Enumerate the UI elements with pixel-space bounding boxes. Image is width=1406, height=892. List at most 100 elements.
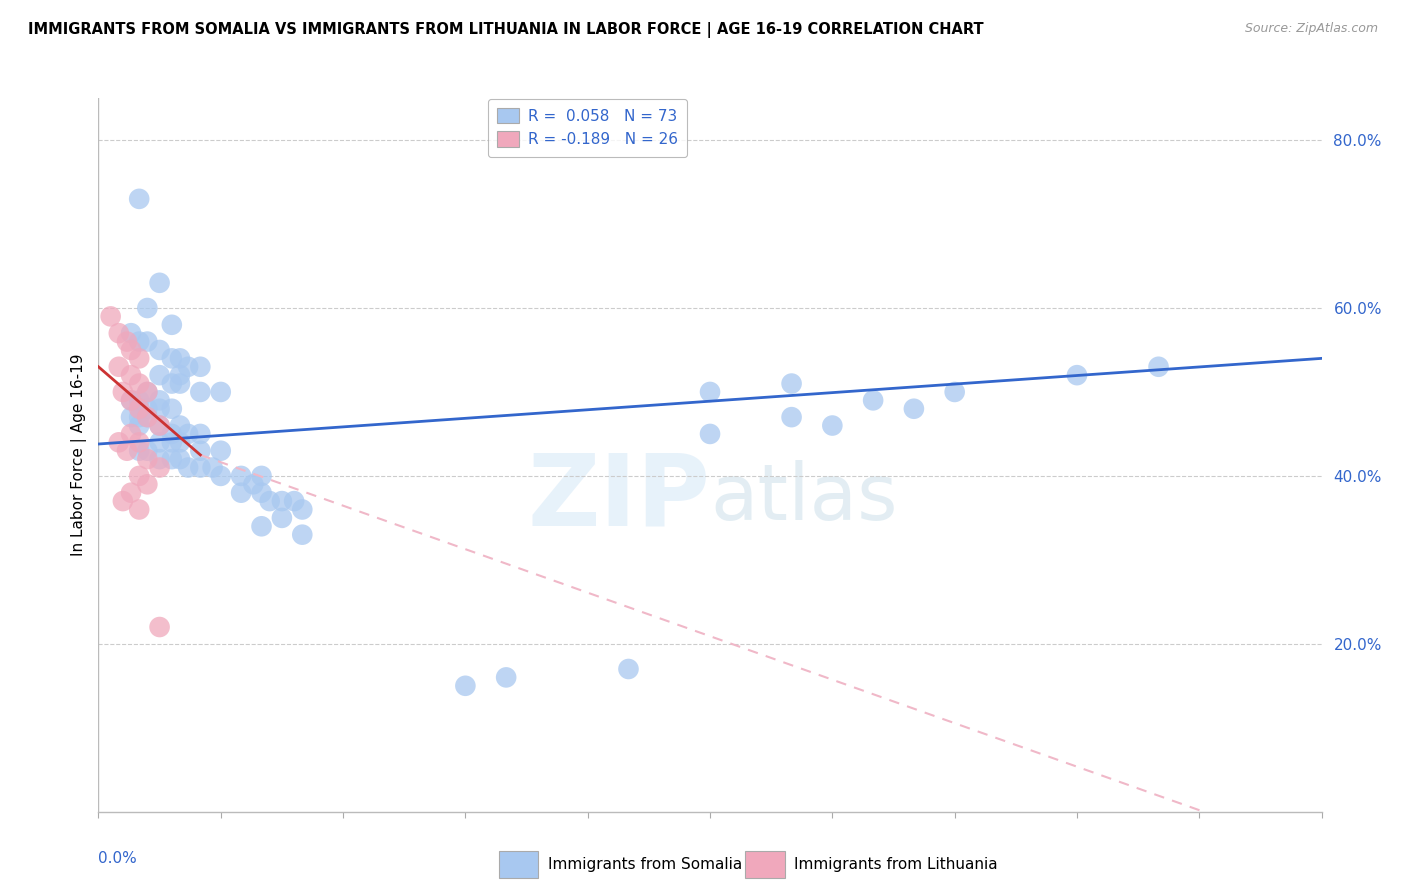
Point xyxy=(209,384,232,399)
Point xyxy=(149,620,172,634)
Point xyxy=(136,334,159,349)
Point xyxy=(495,670,517,684)
Point xyxy=(188,443,212,458)
Point xyxy=(169,376,191,391)
Point xyxy=(136,410,159,425)
Point xyxy=(201,460,224,475)
Point xyxy=(128,469,150,483)
Point xyxy=(291,502,314,516)
Point xyxy=(149,401,172,416)
Point xyxy=(250,485,273,500)
Point xyxy=(100,310,122,324)
Point xyxy=(283,494,305,508)
Point xyxy=(128,192,150,206)
Point xyxy=(136,477,159,491)
Point xyxy=(120,368,142,383)
Point xyxy=(128,418,150,433)
Point xyxy=(169,435,191,450)
Point xyxy=(136,401,159,416)
Point xyxy=(291,527,314,541)
Point xyxy=(231,469,253,483)
Point xyxy=(120,426,142,441)
Point xyxy=(780,376,803,391)
Point xyxy=(1147,359,1170,374)
Y-axis label: In Labor Force | Age 16-19: In Labor Force | Age 16-19 xyxy=(72,353,87,557)
Point xyxy=(454,679,477,693)
Point xyxy=(943,384,966,399)
Point xyxy=(821,418,844,433)
Point xyxy=(120,326,142,341)
Point xyxy=(270,494,294,508)
Point xyxy=(128,334,150,349)
Point xyxy=(160,376,183,391)
Point xyxy=(149,460,172,475)
Point xyxy=(149,452,172,467)
Point xyxy=(115,443,138,458)
Point xyxy=(270,511,294,525)
Point xyxy=(128,401,150,416)
Point xyxy=(169,351,191,366)
Point xyxy=(250,519,273,533)
Text: Source: ZipAtlas.com: Source: ZipAtlas.com xyxy=(1244,22,1378,36)
Point xyxy=(160,435,183,450)
Point xyxy=(209,469,232,483)
Point xyxy=(128,393,150,408)
Point xyxy=(149,393,172,408)
Point xyxy=(149,418,172,433)
Point xyxy=(111,494,134,508)
Text: ZIP: ZIP xyxy=(527,450,710,546)
Point xyxy=(136,301,159,315)
Point xyxy=(862,393,884,408)
Point xyxy=(177,359,200,374)
Point xyxy=(120,393,142,408)
Point xyxy=(108,435,131,450)
Point xyxy=(120,485,142,500)
Point xyxy=(250,469,273,483)
Point xyxy=(136,384,159,399)
Point xyxy=(120,410,142,425)
Legend: R =  0.058   N = 73, R = -0.189   N = 26: R = 0.058 N = 73, R = -0.189 N = 26 xyxy=(488,99,688,157)
Text: 0.0%: 0.0% xyxy=(98,851,138,866)
Text: Immigrants from Lithuania: Immigrants from Lithuania xyxy=(794,857,998,871)
Point xyxy=(259,494,281,508)
Point xyxy=(115,334,138,349)
Point xyxy=(160,452,183,467)
Point xyxy=(177,426,200,441)
Point xyxy=(149,418,172,433)
Point xyxy=(149,343,172,357)
Point xyxy=(120,393,142,408)
Point xyxy=(136,452,159,467)
Point xyxy=(136,443,159,458)
Point xyxy=(149,276,172,290)
Point xyxy=(177,460,200,475)
Point xyxy=(160,426,183,441)
Text: IMMIGRANTS FROM SOMALIA VS IMMIGRANTS FROM LITHUANIA IN LABOR FORCE | AGE 16-19 : IMMIGRANTS FROM SOMALIA VS IMMIGRANTS FR… xyxy=(28,22,984,38)
Point xyxy=(617,662,640,676)
Point xyxy=(231,485,253,500)
Point xyxy=(699,384,721,399)
Point xyxy=(160,401,183,416)
Point xyxy=(188,384,212,399)
Point xyxy=(699,426,721,441)
Point xyxy=(128,435,150,450)
Point xyxy=(188,426,212,441)
Point xyxy=(188,359,212,374)
Point xyxy=(160,318,183,332)
Text: Immigrants from Somalia: Immigrants from Somalia xyxy=(548,857,742,871)
Point xyxy=(128,502,150,516)
Point xyxy=(169,418,191,433)
Point xyxy=(780,410,803,425)
Point xyxy=(108,359,131,374)
Point xyxy=(120,343,142,357)
Point xyxy=(160,351,183,366)
Point xyxy=(136,410,159,425)
Point xyxy=(128,443,150,458)
Point xyxy=(149,368,172,383)
Point xyxy=(188,460,212,475)
Point xyxy=(903,401,925,416)
Point xyxy=(108,326,131,341)
Point xyxy=(209,443,232,458)
Point xyxy=(128,410,150,425)
Point xyxy=(128,376,150,391)
Point xyxy=(169,368,191,383)
